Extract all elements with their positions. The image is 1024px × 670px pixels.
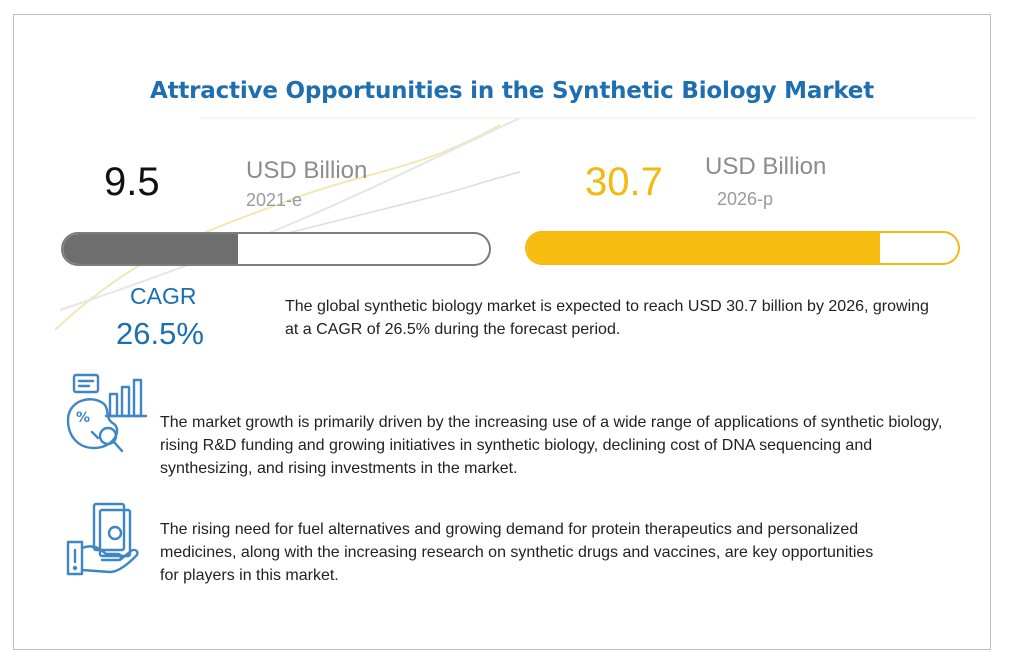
cagr-label: CAGR xyxy=(130,283,197,309)
progress-fill-2026 xyxy=(527,233,881,263)
svg-text:%: % xyxy=(76,410,90,426)
infographic-frame xyxy=(13,14,991,650)
analytics-report-icon: % xyxy=(66,373,148,453)
infographic-title: Attractive Opportunities in the Syntheti… xyxy=(149,78,875,104)
market-drivers-text: The market growth is primarily driven by… xyxy=(160,414,943,477)
market-summary-text: The global synthetic biology market is e… xyxy=(285,298,929,338)
unit-label-2021: USD Billion xyxy=(246,157,368,184)
market-value-2021: 9.5 xyxy=(104,160,160,204)
progress-bar-2026 xyxy=(525,231,960,265)
unit-label-2026: USD Billion xyxy=(705,153,827,180)
market-value-2026: 30.7 xyxy=(585,160,663,204)
progress-fill-2021 xyxy=(63,234,238,264)
year-label-2021: 2021-e xyxy=(246,190,303,210)
progress-bar-2021 xyxy=(61,232,491,266)
money-hand-icon xyxy=(66,502,139,576)
cagr-value: 26.5% xyxy=(116,316,204,351)
year-label-2026: 2026-p xyxy=(717,189,774,209)
market-opportunities-text: The rising need for fuel alternatives an… xyxy=(160,521,874,584)
